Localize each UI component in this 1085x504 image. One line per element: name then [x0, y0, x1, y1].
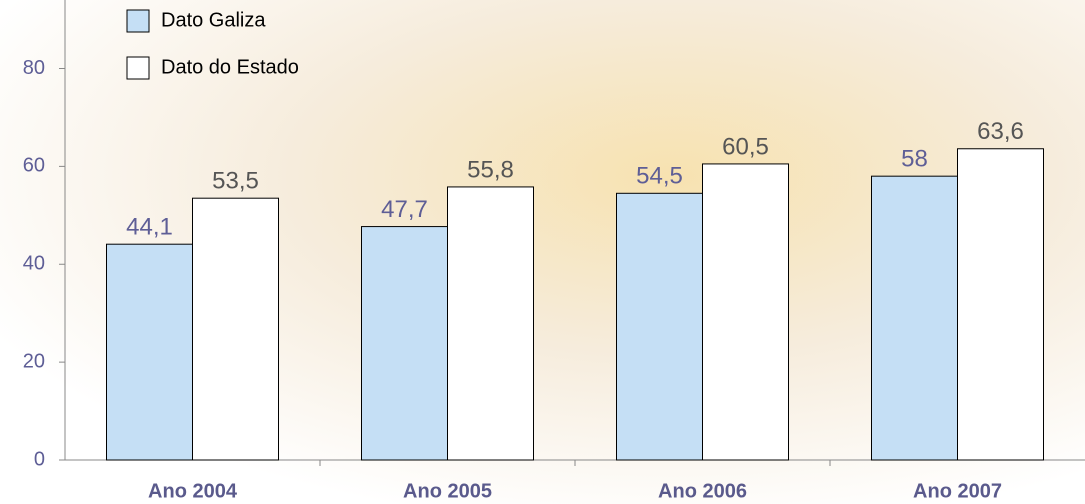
bar [193, 198, 279, 460]
value-label: 63,6 [977, 118, 1024, 145]
bar [362, 227, 448, 460]
bar [703, 164, 789, 460]
bar [107, 244, 193, 460]
x-tick-label: Ano 2007 [913, 480, 1002, 502]
value-label: 47,7 [381, 196, 428, 223]
value-label: 60,5 [722, 133, 769, 160]
y-tick-label: 0 [34, 448, 45, 470]
legend-swatch [127, 57, 149, 79]
legend-swatch [127, 10, 149, 32]
bar [617, 193, 703, 460]
legend-label: Dato Galiza [161, 9, 266, 31]
bar [448, 187, 534, 460]
y-tick-label: 80 [23, 57, 45, 79]
value-label: 55,8 [467, 156, 514, 183]
x-tick-label: Ano 2004 [148, 480, 238, 502]
value-label: 58 [901, 146, 928, 173]
value-label: 54,5 [636, 163, 683, 190]
chart: 0 20 40 60 80 Ano 2004 44,1 53,5 Ano 2005 47,7 55,… [0, 0, 1085, 504]
value-label: 44,1 [126, 214, 173, 241]
x-tick-label: Ano 2006 [658, 480, 747, 502]
bar [872, 176, 958, 460]
x-tick-label: Ano 2005 [403, 480, 492, 502]
legend-label: Dato do Estado [161, 56, 299, 78]
value-label: 53,5 [212, 168, 259, 195]
y-tick-label: 20 [23, 350, 45, 372]
y-tick-label: 60 [23, 155, 45, 177]
bar [958, 149, 1044, 460]
y-tick-label: 40 [23, 253, 45, 275]
